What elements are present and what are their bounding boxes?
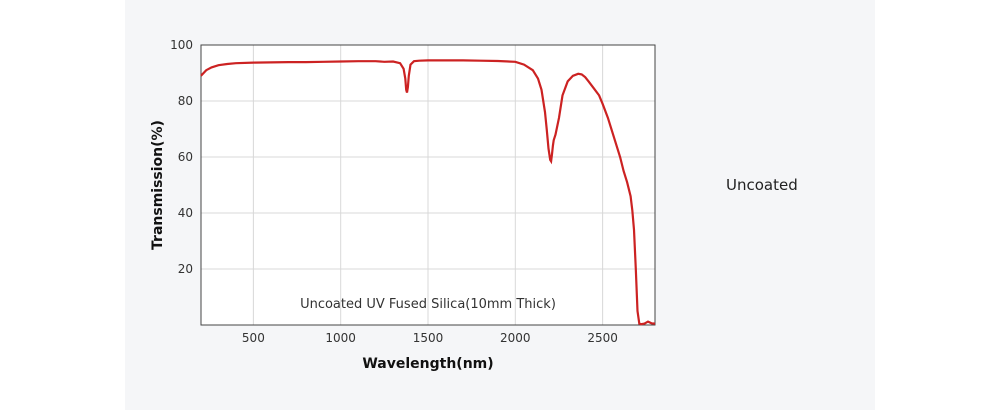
y-tick-label: 60	[178, 150, 193, 164]
y-tick-label: 40	[178, 206, 193, 220]
x-tick-label: 500	[242, 331, 265, 345]
plot-border	[200, 44, 656, 326]
chart-annotation: Uncoated UV Fused Silica(10mm Thick)	[300, 297, 556, 312]
y-axis-title: Transmission(%)	[150, 120, 166, 250]
x-tick-label: 1500	[413, 331, 444, 345]
x-tick-label: 2000	[500, 331, 531, 345]
coating-label: Uncoated	[726, 176, 798, 194]
series-line	[200, 59, 656, 326]
y-tick-label: 100	[170, 38, 193, 52]
x-tick-label: 1000	[325, 331, 356, 345]
y-tick-label: 20	[178, 262, 193, 276]
y-tick-label: 80	[178, 94, 193, 108]
x-axis-title: Wavelength(nm)	[362, 356, 493, 372]
x-tick-label: 2500	[587, 331, 618, 345]
